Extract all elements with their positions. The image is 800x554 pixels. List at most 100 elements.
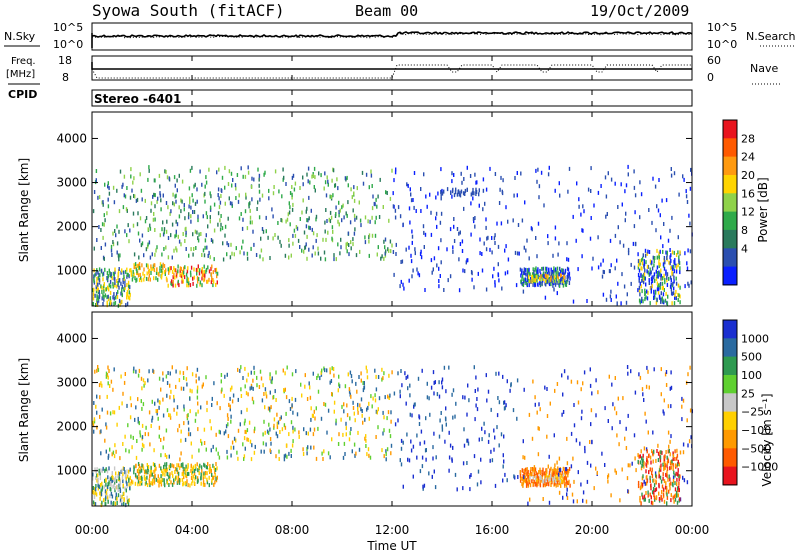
range-gate-cell (471, 271, 473, 276)
range-gate-cell (577, 470, 579, 475)
range-gate-cell (250, 185, 253, 189)
range-gate-cell (675, 281, 678, 286)
range-gate-cell (643, 276, 646, 280)
range-gate-cell (391, 243, 393, 248)
range-gate-cell (641, 482, 644, 487)
range-gate-cell (196, 389, 199, 394)
range-gate-cell (95, 303, 97, 307)
range-gate-cell (425, 457, 427, 462)
range-gate-cell (158, 400, 161, 405)
range-gate-cell (103, 294, 105, 299)
range-gate-cell (672, 467, 674, 471)
range-gate-cell (322, 237, 324, 242)
range-gate-cell (311, 174, 313, 179)
range-gate-cell (481, 252, 483, 256)
range-gate-cell (100, 489, 102, 494)
range-gate-cell (158, 425, 161, 430)
range-gate-cell (178, 480, 181, 485)
range-gate-cell (656, 449, 658, 453)
range-gate-cell (501, 286, 503, 291)
range-gate-cell (462, 461, 465, 466)
range-gate-cell (229, 404, 231, 409)
range-gate-cell (435, 455, 437, 460)
range-gate-cell (654, 278, 656, 283)
range-gate-cell (134, 276, 136, 281)
range-gate-cell (653, 296, 655, 300)
range-gate-cell (175, 384, 177, 389)
range-gate-cell (106, 410, 109, 415)
range-gate-cell (185, 469, 187, 474)
range-gate-cell (519, 473, 522, 478)
range-gate-cell (640, 485, 642, 490)
range-gate-cell (203, 471, 205, 476)
range-gate-cell (557, 252, 559, 257)
range-gate-cell (225, 429, 227, 434)
range-gate-cell (137, 462, 140, 466)
range-gate-cell (129, 292, 131, 297)
range-gate-cell (118, 278, 121, 283)
range-gate-cell (97, 477, 99, 482)
range-gate-cell (667, 477, 669, 482)
range-gate-cell (651, 449, 653, 454)
range-gate-cell (157, 398, 159, 403)
range-gate-cell (272, 395, 275, 399)
range-gate-cell (272, 191, 275, 196)
range-gate-cell (106, 271, 109, 275)
range-gate-cell (312, 432, 315, 437)
range-gate-cell (128, 239, 130, 244)
range-gate-cell (298, 434, 300, 439)
range-gate-cell (621, 202, 623, 207)
freq-label-line2: [MHz] (6, 69, 35, 80)
range-gate-cell (361, 170, 364, 175)
range-gate-cell (552, 253, 554, 258)
range-gate-cell (663, 256, 666, 260)
range-gate-cell (191, 481, 193, 486)
range-gate-cell (331, 366, 333, 371)
range-gate-cell (604, 175, 607, 180)
range-gate-cell (237, 428, 240, 433)
range-gate-cell (168, 483, 170, 487)
range-gate-cell (185, 473, 187, 478)
range-gate-cell (535, 481, 537, 486)
range-gate-cell (273, 185, 275, 189)
range-gate-cell (208, 483, 210, 488)
range-gate-cell (426, 204, 428, 209)
range-gate-cell (164, 472, 166, 477)
range-gate-cell (590, 166, 592, 171)
range-gate-cell (541, 281, 543, 286)
range-gate-cell (289, 407, 292, 411)
range-gate-cell (319, 376, 321, 381)
range-gate-cell (248, 420, 251, 425)
range-gate-cell (243, 421, 246, 426)
range-gate-cell (644, 276, 646, 281)
range-gate-cell (95, 285, 97, 290)
range-gate-cell (164, 453, 166, 458)
range-gate-cell (199, 268, 201, 273)
range-gate-cell (456, 192, 459, 197)
range-gate-cell (639, 215, 641, 220)
range-gate-cell (208, 475, 210, 480)
range-gate-cell (315, 456, 318, 461)
range-gate-cell (462, 486, 464, 491)
range-gate-cell (93, 490, 95, 495)
range-gate-cell (660, 479, 663, 484)
range-gate-cell (193, 247, 195, 251)
range-gate-cell (97, 295, 99, 300)
range-gate-cell (642, 253, 644, 258)
range-gate-cell (670, 173, 673, 178)
range-gate-cell (568, 271, 571, 276)
range-gate-cell (173, 398, 175, 403)
range-gate-cell (639, 495, 641, 500)
range-gate-cell (394, 215, 397, 220)
range-gate-cell (211, 276, 213, 281)
cpid-label: CPID (8, 88, 37, 101)
range-gate-cell (144, 381, 146, 386)
range-gate-cell (159, 479, 161, 484)
range-gate-cell (686, 418, 688, 423)
range-gate-cell (108, 268, 110, 273)
range-gate-cell (675, 269, 678, 274)
range-gate-cell (241, 245, 243, 250)
range-gate-cell (394, 208, 397, 213)
range-gate-cell (658, 270, 660, 275)
range-gate-cell (641, 258, 643, 263)
